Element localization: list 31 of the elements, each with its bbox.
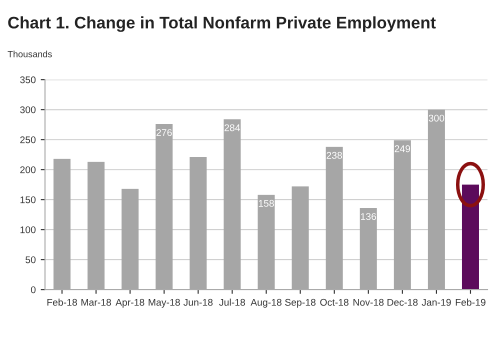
x-tick-label: Jul-18 (219, 298, 246, 306)
y-tick-label: 100 (20, 226, 36, 234)
y-tick-label: 350 (20, 76, 36, 84)
x-tick-label: Feb-18 (47, 298, 77, 306)
x-tick-label: Sep-18 (285, 298, 316, 308)
x-tick-label: Jan-19 (422, 298, 451, 306)
y-tick-label: 200 (20, 166, 36, 174)
x-tick-label: Dec-18 (388, 298, 418, 306)
chart-title: Chart 1. Change in Total Nonfarm Private Employment (8, 16, 436, 32)
x-tick-label: Mar-18 (81, 298, 112, 306)
x-tick-label: Oct-18 (320, 298, 348, 306)
y-tick-label: 250 (20, 136, 36, 144)
data-label: 158 (258, 200, 274, 207)
y-axis-title: Thousands (8, 50, 52, 58)
y-tick-label: 300 (20, 106, 36, 114)
data-label: 238 (326, 152, 342, 159)
x-tick-label: Feb-19 (456, 298, 486, 306)
y-tick-label: 150 (20, 196, 36, 204)
data-label: 249 (394, 145, 410, 152)
x-tick-label: Aug-18 (250, 298, 282, 308)
x-tick-label: Apr-18 (116, 298, 144, 308)
data-label: 300 (428, 114, 444, 122)
x-tick-label: May-18 (148, 298, 180, 308)
x-tick-label: Jun-18 (183, 298, 213, 306)
x-tick-label: Nov-18 (353, 298, 384, 306)
y-tick-label: 50 (26, 256, 36, 264)
y-tick-label: 0 (30, 286, 36, 294)
data-label: 276 (156, 129, 172, 136)
bar (462, 184, 479, 290)
data-label: 284 (224, 124, 240, 132)
data-label: 136 (360, 213, 376, 220)
